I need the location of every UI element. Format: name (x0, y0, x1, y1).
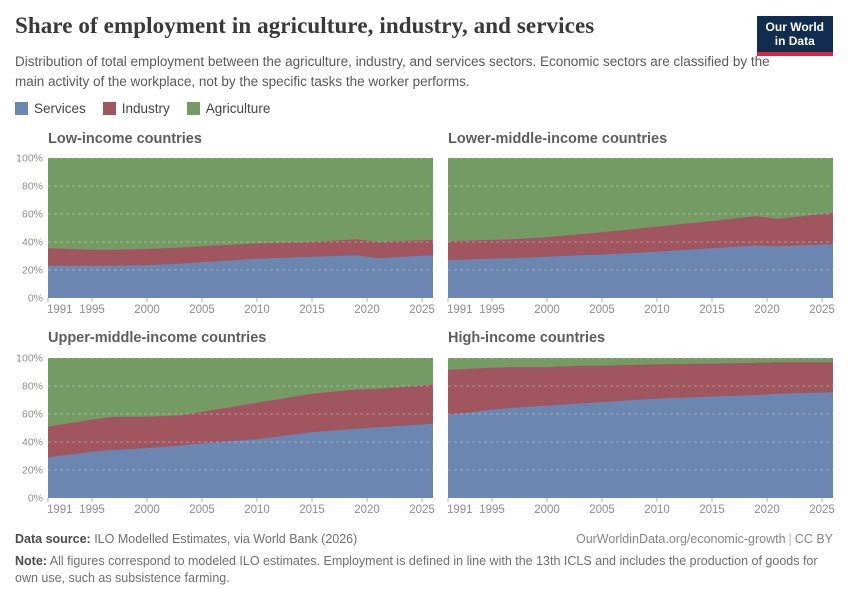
svg-text:60%: 60% (22, 209, 43, 221)
note-label: Note: (15, 554, 47, 568)
svg-text:1995: 1995 (479, 304, 505, 316)
legend-item-services: Services (15, 101, 86, 116)
svg-text:2020: 2020 (754, 304, 780, 316)
chart-title-upper-middle-income: Upper-middle-income countries (48, 330, 267, 346)
chart-title-high-income: High-income countries (448, 330, 606, 346)
owid-logo-line2: in Data (774, 34, 815, 49)
legend-item-industry: Industry (102, 101, 170, 116)
high-income-stacked-area-chart: 1991 1995 2000 2005 2010 2015 2020 2025 (447, 357, 835, 516)
lower-middle-income-stacked-area-chart: 1991 1995 2000 2005 2010 2015 2020 2025 (447, 157, 835, 316)
footer-separator: | (788, 532, 792, 546)
svg-text:2005: 2005 (189, 504, 215, 516)
owid-url-link[interactable]: OurWorldinData.org/economic-growth (575, 532, 786, 546)
svg-text:2020: 2020 (354, 304, 380, 316)
data-source-label: Data source: (15, 532, 91, 546)
svg-text:0%: 0% (28, 293, 43, 305)
svg-text:1995: 1995 (479, 504, 505, 516)
svg-text:2005: 2005 (189, 304, 215, 316)
svg-text:20%: 20% (22, 465, 43, 477)
svg-text:2000: 2000 (134, 504, 160, 516)
legend-label-industry: Industry (121, 101, 170, 116)
license-link[interactable]: CC BY (794, 532, 833, 546)
svg-text:100%: 100% (16, 153, 43, 165)
footer-note: Note: All figures correspond to modeled … (15, 553, 837, 588)
svg-text:20%: 20% (22, 265, 43, 277)
svg-text:2015: 2015 (299, 304, 325, 316)
svg-text:1991: 1991 (47, 304, 73, 316)
svg-text:2010: 2010 (644, 304, 670, 316)
low-income-stacked-area-chart: 1991 1995 2000 2005 2010 2015 2020 2025 0% 20% 40%… (16, 153, 435, 317)
svg-text:100%: 100% (16, 353, 43, 365)
note-text: All figures correspond to modeled ILO es… (15, 554, 818, 586)
owid-logo-line1: Our World (765, 20, 824, 34)
data-source-text: ILO Modelled Estimates, via World Bank (… (90, 532, 358, 546)
svg-text:80%: 80% (22, 381, 43, 393)
industry-swatch (102, 102, 116, 115)
svg-text:2015: 2015 (699, 504, 725, 516)
data-source-line: Data source: ILO Modelled Estimates, via… (15, 532, 357, 546)
svg-text:2025: 2025 (409, 304, 435, 316)
svg-text:2020: 2020 (754, 504, 780, 516)
chart-title-lower-middle-income: Lower-middle-income countries (448, 131, 668, 147)
svg-text:2010: 2010 (244, 304, 270, 316)
chart-title-low-income: Low-income countries (48, 131, 202, 147)
svg-text:2005: 2005 (589, 304, 615, 316)
svg-text:2015: 2015 (699, 304, 725, 316)
svg-text:2000: 2000 (534, 504, 560, 516)
upper-middle-income-stacked-area-chart: 1991 1995 2000 2005 2010 2015 2020 2025 0% 20% 40%… (16, 353, 435, 517)
svg-text:2025: 2025 (409, 504, 435, 516)
svg-text:1995: 1995 (79, 304, 105, 316)
svg-text:60%: 60% (22, 409, 43, 421)
legend-label-agriculture: Agriculture (205, 101, 271, 116)
page-title: Share of employment in agriculture, indu… (15, 13, 595, 38)
svg-text:80%: 80% (22, 181, 43, 193)
svg-text:40%: 40% (22, 237, 43, 249)
legend: Services Industry Agriculture (15, 101, 270, 116)
agriculture-swatch (186, 102, 200, 115)
legend-item-agriculture: Agriculture (186, 101, 271, 116)
svg-text:2005: 2005 (589, 504, 615, 516)
svg-text:2025: 2025 (809, 504, 835, 516)
services-swatch (15, 102, 28, 115)
svg-text:0%: 0% (28, 493, 43, 505)
svg-text:40%: 40% (22, 437, 43, 449)
owid-logo[interactable]: Our World in Data (756, 16, 833, 56)
svg-text:1991: 1991 (447, 504, 473, 516)
svg-text:2000: 2000 (534, 304, 560, 316)
svg-text:2010: 2010 (644, 504, 670, 516)
svg-text:1991: 1991 (47, 504, 73, 516)
svg-text:1995: 1995 (79, 504, 105, 516)
legend-label-services: Services (34, 101, 86, 116)
svg-text:2020: 2020 (354, 504, 380, 516)
svg-text:2000: 2000 (134, 304, 160, 316)
chart-subtitle: Distribution of total employment between… (15, 54, 770, 89)
svg-text:2025: 2025 (809, 304, 835, 316)
footer-links: OurWorldinData.org/economic-growth | CC BY (576, 532, 833, 546)
footer: Data source: ILO Modelled Estimates, via… (15, 532, 833, 546)
svg-text:2015: 2015 (299, 504, 325, 516)
svg-text:1991: 1991 (447, 304, 473, 316)
svg-text:2010: 2010 (244, 504, 270, 516)
